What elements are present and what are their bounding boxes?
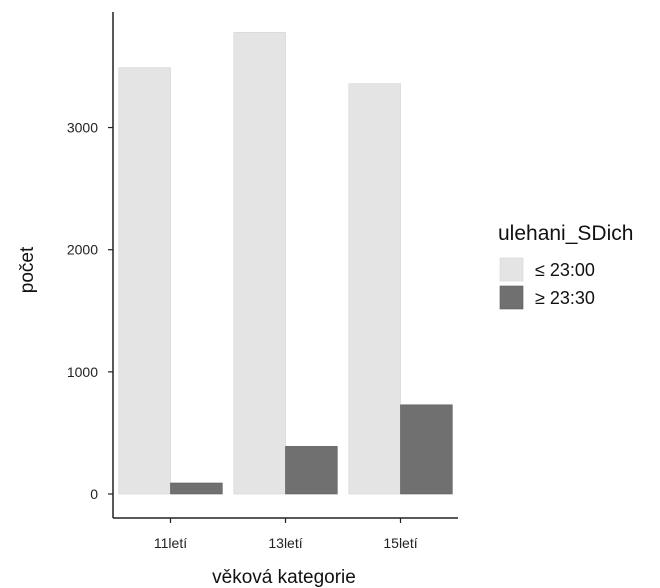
y-tick-label: 3000 (67, 120, 98, 136)
bar-late-2 (285, 446, 338, 495)
legend-label: ≥ 23:30 (535, 288, 595, 308)
x-ticks: 11letí 13letí 15letí (154, 518, 418, 551)
x-tick-label: 11letí (154, 535, 187, 551)
bar-late-3 (400, 404, 453, 495)
x-axis-title: věková kategorie (212, 567, 356, 588)
y-tick-label: 1000 (67, 364, 98, 380)
legend-items: ≤ 23:00 ≥ 23:30 (499, 257, 595, 310)
bar-early-1 (118, 67, 171, 495)
x-tick-label: 15letí (383, 535, 417, 551)
x-tick-label: 13letí (268, 535, 302, 551)
bar-late-1 (170, 482, 223, 495)
legend-swatch (499, 285, 524, 310)
bar-early-2 (233, 31, 286, 495)
legend-swatch (499, 257, 524, 282)
legend: ulehani_SDich ≤ 23:00 ≥ 23:30 (498, 222, 633, 310)
bars (118, 31, 453, 495)
bar-early-3 (348, 83, 401, 495)
legend-title: ulehani_SDich (498, 222, 633, 245)
y-axis-title: počet (17, 246, 38, 293)
y-tick-label: 0 (90, 486, 98, 502)
legend-label: ≤ 23:00 (535, 260, 595, 280)
y-tick-label: 2000 (67, 242, 98, 258)
plot-area: 0 1000 2000 3000 11letí 13letí 15letí (67, 12, 458, 551)
y-ticks: 0 1000 2000 3000 (67, 120, 113, 502)
